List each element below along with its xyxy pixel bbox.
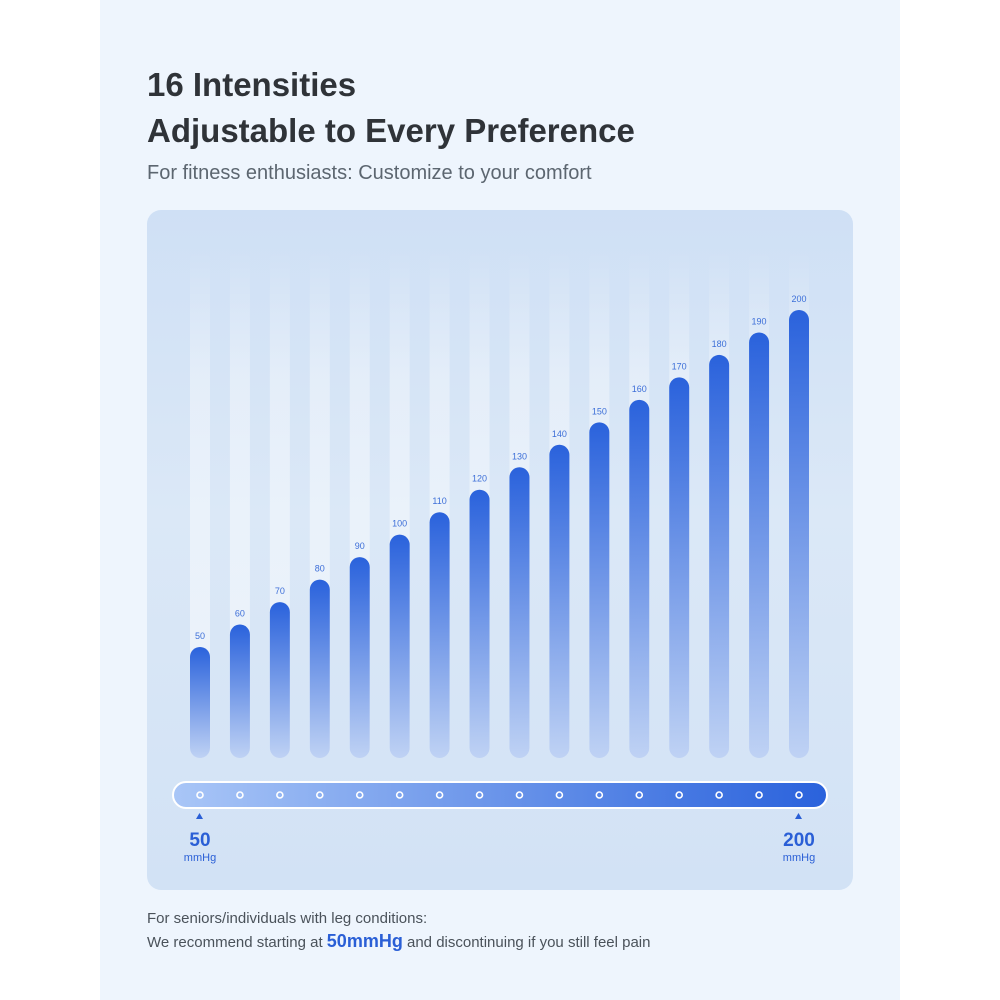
data-label-120: 120: [472, 474, 487, 484]
bar-90: [349, 557, 370, 758]
data-label-70: 70: [275, 586, 285, 596]
slider-step-dot-70[interactable]: [276, 791, 284, 799]
note-line-2-suffix: and discontinuing if you still feel pain: [402, 934, 651, 951]
bar-160: [629, 399, 650, 758]
slider-step-dot-140[interactable]: [555, 791, 564, 799]
page-title: 16 Intensities Adjustable to Every Prefe…: [147, 62, 635, 154]
title-line-2: Adjustable to Every Preference: [147, 112, 635, 149]
data-label-110: 110: [432, 496, 446, 506]
note-line-2: We recommend starting at 50mmHg and disc…: [147, 930, 650, 954]
slider-step-dot-150[interactable]: [595, 791, 604, 799]
bar-180: [709, 354, 730, 758]
slider-max-label: 200 mmHg: [773, 830, 825, 864]
bar-190: [749, 332, 770, 758]
note-line-1: For seniors/individuals with leg conditi…: [147, 910, 428, 927]
data-label-190: 190: [752, 316, 767, 326]
slider-min-label: 50 mmHg: [175, 830, 225, 864]
intensity-slider-track[interactable]: [172, 781, 828, 809]
bar-80: [309, 579, 330, 758]
note-line-2-prefix: We recommend starting at: [147, 934, 327, 951]
bar-110: [429, 512, 450, 758]
slider-step-dot-90[interactable]: [355, 791, 364, 799]
slider-step-dot-110[interactable]: [435, 791, 444, 799]
data-label-200: 200: [791, 294, 806, 304]
data-label-180: 180: [712, 339, 727, 349]
slider-step-dot-130[interactable]: [515, 791, 524, 799]
bar-120: [469, 489, 490, 758]
slider-step-dot-190[interactable]: [755, 791, 763, 799]
data-label-100: 100: [392, 519, 407, 529]
min-marker-arrow: [196, 813, 203, 819]
bar-200: [789, 310, 809, 758]
slider-max-unit: mmHg: [782, 852, 816, 864]
recommendation-note: For seniors/individuals with leg conditi…: [147, 907, 650, 954]
data-label-80: 80: [315, 564, 325, 574]
max-marker-arrow: [795, 813, 802, 819]
bar-150: [589, 422, 610, 758]
data-label-140: 140: [552, 429, 567, 439]
bar-140: [549, 444, 570, 758]
bar-track-50: [190, 250, 210, 758]
bar-100: [389, 534, 410, 758]
data-label-170: 170: [672, 361, 687, 371]
note-highlight-value: 50mmHg: [326, 931, 403, 951]
slider-min-unit: mmHg: [183, 852, 217, 864]
slider-step-dot-170[interactable]: [675, 791, 684, 799]
data-label-150: 150: [592, 406, 607, 416]
bar-50: [190, 647, 210, 758]
slider-step-dot-60[interactable]: [236, 791, 244, 799]
bar-170: [669, 377, 690, 758]
bar-60: [229, 624, 250, 758]
slider-max-value: 200: [783, 830, 815, 851]
data-label-130: 130: [512, 451, 527, 461]
bar-130: [509, 467, 530, 758]
slider-step-dot-200[interactable]: [795, 791, 803, 799]
slider-step-dot-100[interactable]: [395, 791, 404, 799]
chart-card: 50 60 70 80 90 100 110 120 130 140 150 160 170 180 190…: [147, 210, 853, 890]
data-label-160: 160: [632, 384, 647, 394]
slider-step-dot-180[interactable]: [715, 791, 723, 799]
slider-step-dot-80[interactable]: [316, 791, 324, 799]
page-subtitle: For fitness enthusiasts: Customize to yo…: [147, 162, 592, 184]
bar-70: [269, 602, 290, 758]
title-line-1: 16 Intensities: [147, 66, 357, 103]
data-label-60: 60: [235, 609, 245, 619]
data-label-50: 50: [195, 631, 205, 641]
slider-min-value: 50: [189, 830, 211, 851]
slider-step-dot-120[interactable]: [475, 791, 484, 799]
slider-step-dot-160[interactable]: [635, 791, 644, 799]
slider-step-dot-50[interactable]: [196, 791, 204, 799]
data-label-90: 90: [355, 541, 365, 551]
intensity-bar-chart: 50 60 70 80 90 100 110 120 130 140 150 160 170 180 190…: [172, 250, 828, 819]
